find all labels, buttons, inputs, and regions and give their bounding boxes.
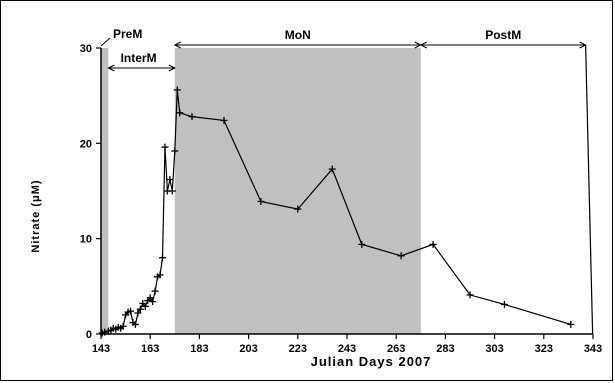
shaded-region-1: [174, 48, 421, 334]
data-point: [151, 287, 159, 295]
data-point: [171, 147, 179, 155]
data-point: [101, 328, 109, 336]
y-tick-label: 30: [80, 43, 92, 55]
data-point: [141, 302, 149, 310]
period-label: InterM: [121, 51, 157, 65]
data-point: [119, 322, 127, 330]
x-tick-label: 323: [535, 343, 553, 355]
x-tick-label: 303: [485, 343, 503, 355]
x-tick-label: 183: [190, 343, 208, 355]
y-tick-label: 20: [80, 138, 92, 150]
premon-pointer: [100, 37, 111, 47]
period-label: MoN: [285, 28, 311, 42]
data-point: [159, 254, 166, 262]
shaded-periods: [101, 48, 421, 334]
x-tick-label: 143: [92, 343, 110, 355]
data-point: [136, 305, 144, 313]
x-ticks: 143 163 183 203 223 243 263 283 303 323 343: [92, 334, 602, 355]
period-annotations: PreM InterM MoN PostM: [100, 27, 594, 335]
data-point: [397, 252, 405, 260]
period-arrow: [107, 64, 176, 72]
data-point: [358, 240, 366, 248]
x-tick-label: 343: [584, 343, 602, 355]
data-point: [166, 176, 174, 184]
data-point: [134, 309, 142, 317]
data-point: [220, 116, 228, 124]
data-point: [131, 320, 139, 328]
x-axis-title: Julian Days 2007: [311, 354, 432, 369]
data-point: [257, 197, 265, 205]
data-point: [173, 86, 181, 94]
y-ticks: 0 10 20 30: [80, 43, 101, 341]
nitrate-series: [98, 86, 575, 337]
x-tick-label: 223: [289, 343, 307, 355]
postm-boundary-line: [585, 44, 594, 335]
data-point: [161, 143, 169, 151]
y-axis-title: Nitrate (μM): [30, 179, 42, 252]
x-tick-label: 243: [338, 343, 356, 355]
data-point: [146, 294, 154, 302]
data-point: [567, 320, 575, 328]
data-point: [500, 300, 508, 308]
x-tick-label: 283: [436, 343, 454, 355]
y-tick-label: 10: [80, 234, 92, 246]
period-arrow: [173, 41, 422, 49]
x-tick-label: 203: [239, 343, 257, 355]
data-point: [127, 307, 135, 315]
data-point: [429, 240, 437, 248]
data-point: [176, 109, 184, 117]
x-tick-label: 163: [141, 343, 159, 355]
data-point: [294, 205, 302, 213]
y-tick-label: 0: [86, 329, 92, 341]
x-tick-label: 263: [387, 343, 405, 355]
shaded-region-0: [101, 48, 109, 334]
data-point: [156, 271, 164, 279]
data-point: [328, 165, 336, 173]
period-label: PostM: [485, 28, 521, 42]
data-point: [188, 113, 196, 121]
period-arrow: [419, 41, 587, 49]
period-label: PreM: [113, 27, 142, 41]
data-point: [168, 187, 176, 195]
data-point: [466, 291, 474, 299]
data-point: [149, 298, 157, 306]
